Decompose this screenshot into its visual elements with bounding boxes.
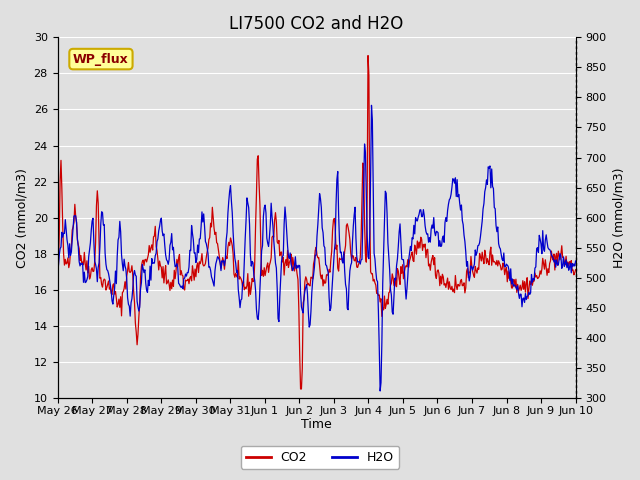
- Y-axis label: CO2 (mmol/m3): CO2 (mmol/m3): [15, 168, 28, 267]
- X-axis label: Time: Time: [301, 419, 332, 432]
- CO2: [445, 279, 453, 285]
- CO2: [187, 274, 195, 279]
- Title: LI7500 CO2 and H2O: LI7500 CO2 and H2O: [229, 15, 404, 33]
- CO2: [360, 166, 367, 172]
- Line: CO2: CO2: [58, 56, 575, 389]
- CO2: [401, 264, 409, 270]
- CO2: [145, 243, 153, 249]
- H2O: [401, 284, 409, 289]
- CO2: [364, 53, 372, 59]
- CO2: [54, 265, 61, 271]
- H2O: [187, 248, 195, 253]
- Line: H2O: H2O: [58, 105, 575, 391]
- H2O: [359, 219, 367, 225]
- H2O: [145, 283, 153, 288]
- Legend: CO2, H2O: CO2, H2O: [241, 446, 399, 469]
- Text: WP_flux: WP_flux: [73, 53, 129, 66]
- H2O: [288, 264, 296, 270]
- CO2: [572, 267, 579, 273]
- CO2: [297, 386, 305, 392]
- H2O: [367, 102, 375, 108]
- H2O: [572, 258, 579, 264]
- H2O: [445, 197, 453, 203]
- CO2: [288, 268, 296, 274]
- Y-axis label: H2O (mmol/m3): H2O (mmol/m3): [612, 168, 625, 268]
- H2O: [54, 257, 61, 263]
- H2O: [376, 388, 384, 394]
